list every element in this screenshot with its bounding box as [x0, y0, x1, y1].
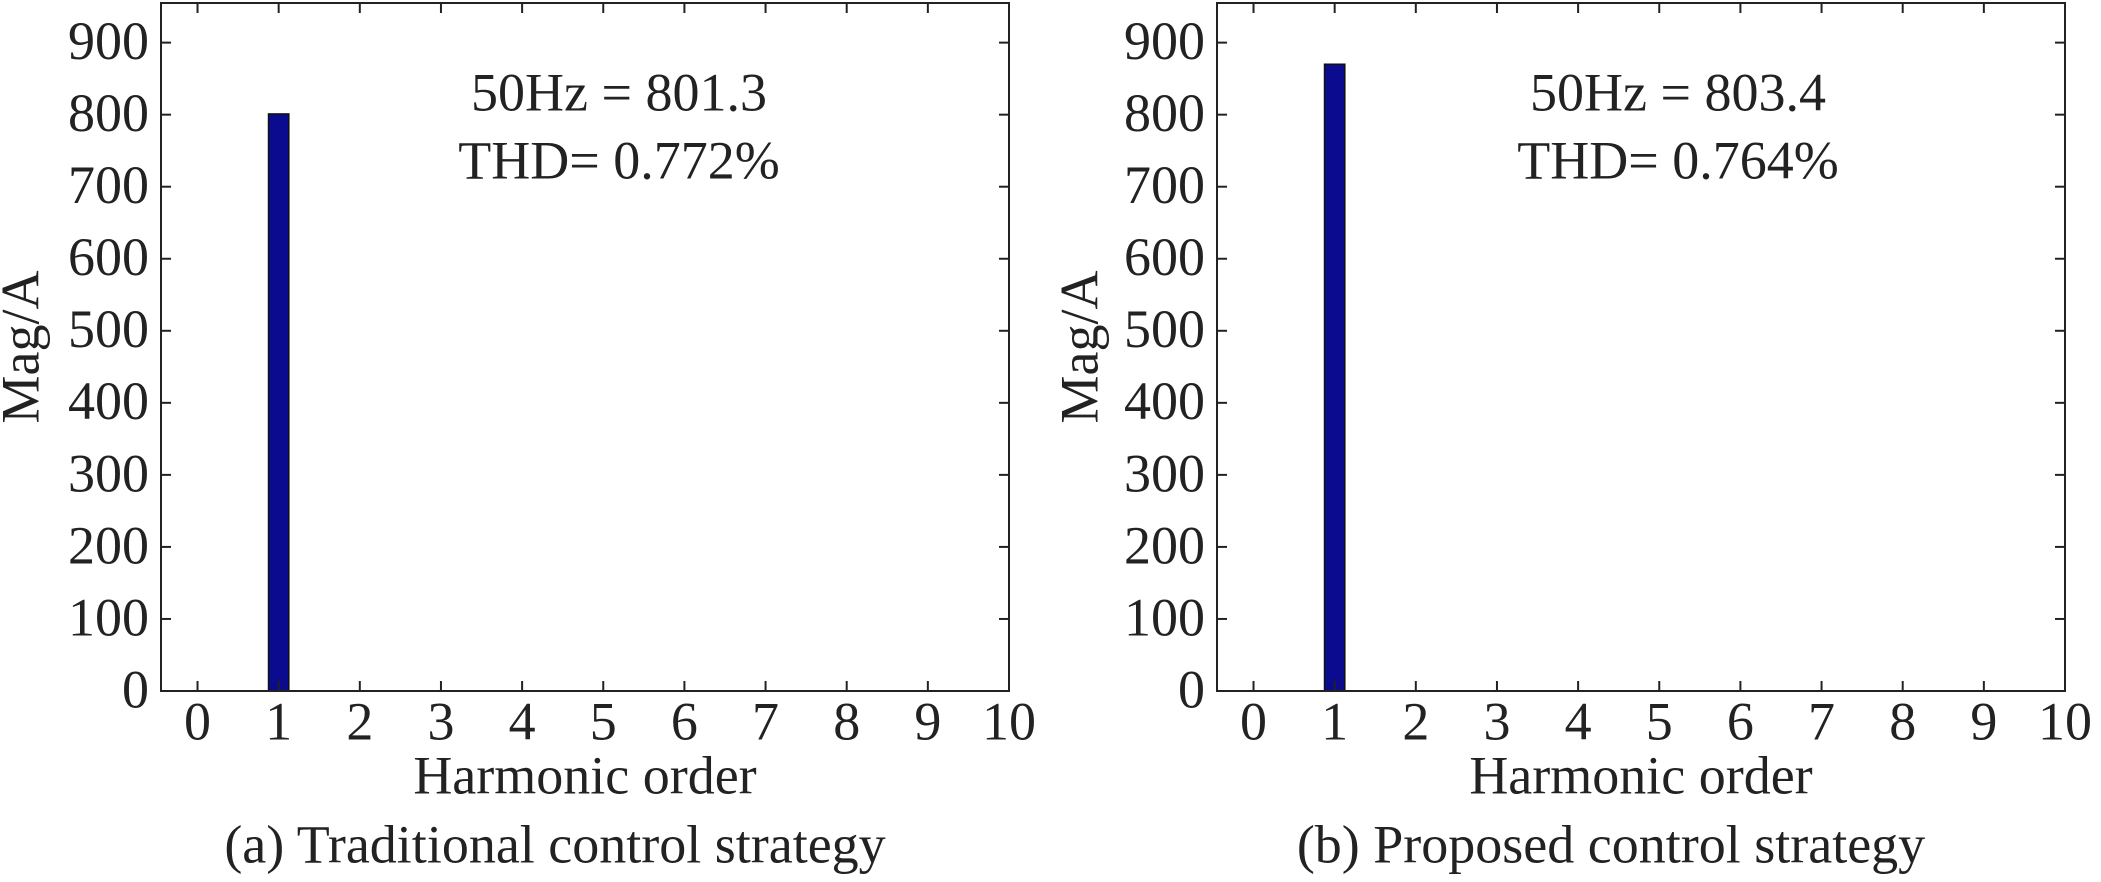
x-tick-label: 8 — [1889, 691, 1916, 751]
y-tick-label: 400 — [68, 371, 149, 431]
x-tick-label: 3 — [1483, 691, 1510, 751]
y-tick-label: 0 — [122, 659, 149, 719]
x-axis-label: Harmonic order — [413, 745, 756, 805]
y-tick-label: 800 — [1124, 83, 1205, 143]
y-tick-label: 700 — [1124, 155, 1205, 215]
y-tick-label: 600 — [1124, 227, 1205, 287]
y-tick-label: 0 — [1178, 659, 1205, 719]
bar — [267, 113, 290, 692]
x-tick-label: 3 — [427, 691, 454, 751]
x-tick-label: 2 — [346, 691, 373, 751]
y-tick-label: 400 — [1124, 371, 1205, 431]
y-tick-label: 900 — [68, 11, 149, 71]
y-tick-label: 700 — [68, 155, 149, 215]
x-tick-label: 8 — [833, 691, 860, 751]
y-axis-label: Mag/A — [1049, 271, 1109, 424]
y-tick-label: 300 — [1124, 443, 1205, 503]
caption: (b) Proposed control strategy — [1297, 814, 1925, 874]
y-tick-label: 900 — [1124, 11, 1205, 71]
x-tick-label: 6 — [1727, 691, 1754, 751]
x-tick-label: 6 — [671, 691, 698, 751]
annotation: THD= 0.764% — [1517, 130, 1838, 190]
caption: (a) Traditional control strategy — [224, 814, 885, 874]
y-tick-label: 100 — [1124, 587, 1205, 647]
y-tick-label: 100 — [68, 587, 149, 647]
x-tick-label: 1 — [265, 691, 292, 751]
bar — [1323, 63, 1346, 692]
plot-frame — [160, 2, 1010, 692]
x-tick-label: 5 — [1646, 691, 1673, 751]
x-tick-label: 10 — [2038, 691, 2092, 751]
x-tick-label: 7 — [1808, 691, 1835, 751]
x-tick-label: 4 — [509, 691, 536, 751]
y-tick-label: 200 — [68, 515, 149, 575]
x-axis-label: Harmonic order — [1469, 745, 1812, 805]
y-tick-label: 500 — [1124, 299, 1205, 359]
x-tick-label: 7 — [752, 691, 779, 751]
x-tick-label: 9 — [1970, 691, 1997, 751]
x-tick-label: 4 — [1565, 691, 1592, 751]
x-tick-label: 0 — [1240, 691, 1267, 751]
x-tick-label: 0 — [184, 691, 211, 751]
y-axis-label: Mag/A — [0, 271, 50, 424]
plot-frame — [1216, 2, 2066, 692]
annotation: 50Hz = 803.4 — [1530, 62, 1826, 122]
x-tick-label: 1 — [1321, 691, 1348, 751]
x-tick-label: 5 — [590, 691, 617, 751]
y-tick-label: 600 — [68, 227, 149, 287]
y-tick-label: 200 — [1124, 515, 1205, 575]
x-tick-label: 9 — [914, 691, 941, 751]
y-tick-label: 500 — [68, 299, 149, 359]
y-tick-label: 800 — [68, 83, 149, 143]
annotation: 50Hz = 801.3 — [471, 62, 767, 122]
x-tick-label: 2 — [1402, 691, 1429, 751]
y-tick-label: 300 — [68, 443, 149, 503]
x-tick-label: 10 — [982, 691, 1036, 751]
annotation: THD= 0.772% — [458, 130, 779, 190]
